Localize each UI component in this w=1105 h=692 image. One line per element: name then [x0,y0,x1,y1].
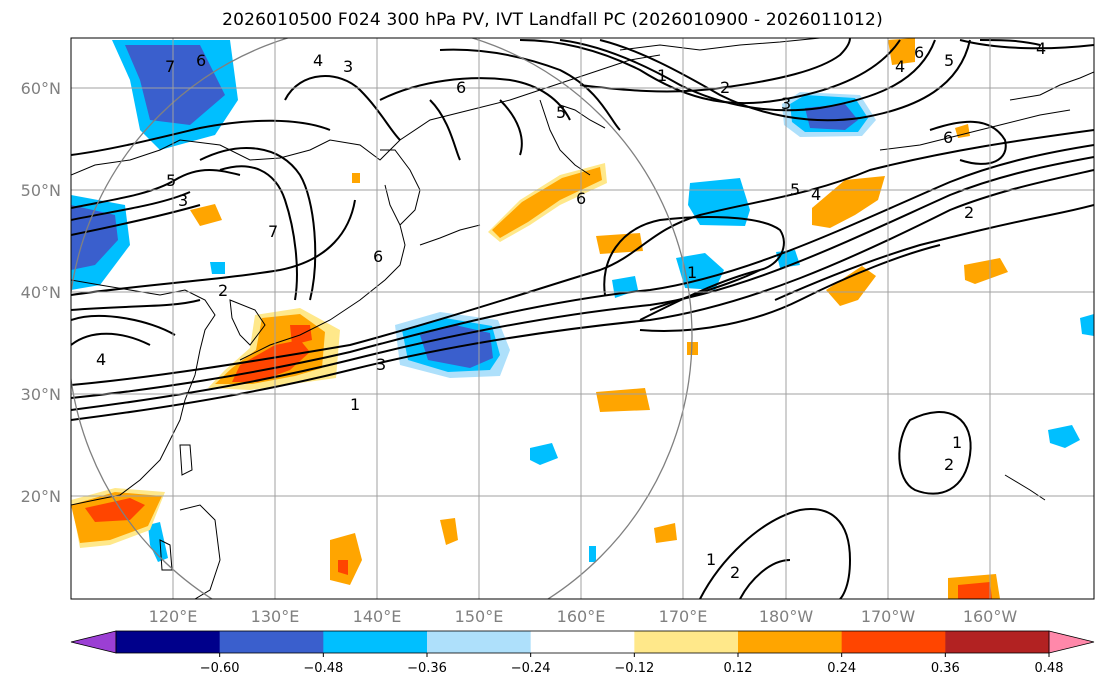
colorbar-segment [841,631,946,653]
lon-label: 170°W [861,607,916,626]
contour-label: 2 [964,203,974,222]
contour-label: 3 [178,191,188,210]
lat-label: 60°N [21,79,61,98]
colorbar-tick-label: −0.12 [614,661,654,676]
contour-label: 1 [350,395,360,414]
contour-label: 6 [196,51,206,70]
colorbar-segment [219,631,324,653]
contour-label: 6 [576,189,586,208]
contour-labels: 7 6 4 3 5 3 7 2 6 6 5 1 2 3 6 4 1 3 4 5 … [96,39,1046,582]
lon-label: 130°E [251,607,300,626]
lon-label: 180°W [759,607,814,626]
colorbar-extend-max [1048,630,1095,654]
coastlines [71,38,1094,599]
colorbar-tick-label: −0.48 [303,661,343,676]
colorbar-segment [323,631,428,653]
colorbar-tick-label: 0.48 [1035,661,1064,676]
lon-label: 150°E [455,607,504,626]
contour-label: 6 [943,128,953,147]
colorbar-tick-label: 0.24 [827,661,856,676]
lon-label: 160°E [557,607,606,626]
contour-label: 3 [781,94,791,113]
lon-label: 160°W [963,607,1018,626]
contour-label: 1 [657,66,667,85]
pv-positive-anomalies [71,38,1008,599]
colorbar: −0.60 −0.48 −0.36 −0.24 −0.12 0.12 0.24 0.36 0.4… [70,630,1095,676]
contour-label: 5 [944,51,954,70]
lat-label: 50°N [21,181,61,200]
contour-label: 2 [218,281,228,300]
contour-label: 5 [166,171,176,190]
contour-label: 7 [268,222,278,241]
lat-label: 20°N [21,487,61,506]
contour-label: 4 [1036,39,1046,58]
lon-label: 120°E [149,607,198,626]
contour-label: 5 [790,180,800,199]
colorbar-frame [115,630,1050,654]
colorbar-segment [116,631,221,653]
colorbar-segment [738,631,843,653]
contour-label: 5 [556,103,566,122]
contour-label: 3 [376,355,386,374]
colorbar-tick-label: −0.24 [511,661,551,676]
contour-label: 2 [730,563,740,582]
contour-label: 6 [456,78,466,97]
colorbar-segment [634,631,739,653]
contour-label: 2 [720,78,730,97]
contour-label: 6 [373,247,383,266]
lat-label: 30°N [21,385,61,404]
colorbar-segment [945,631,1050,653]
contour-label: 2 [944,455,954,474]
lon-label: 140°E [353,607,402,626]
colorbar-segment [427,631,532,653]
lon-label: 170°E [659,607,708,626]
colorbar-tick-label: 0.12 [724,661,753,676]
plot-area [71,38,1094,599]
map-title: 2026010500 F024 300 hPa PV, IVT Landfall… [222,10,883,30]
colorbar-segment [530,631,635,653]
colorbar-tick-label: −0.36 [407,661,447,676]
colorbar-extend-min [70,630,117,654]
landfall-region-circle [71,38,693,599]
contour-label: 1 [952,433,962,452]
contour-label: 3 [343,57,353,76]
latitude-labels: 60°N 50°N 40°N 30°N 20°N [21,79,61,506]
gridlines [71,38,1094,599]
contour-label: 4 [96,350,106,369]
contour-label: 4 [895,57,905,76]
contour-label: 4 [313,51,323,70]
lat-label: 40°N [21,283,61,302]
longitude-labels: 120°E 130°E 140°E 150°E 160°E 170°E 180°… [149,607,1018,626]
contour-label: 7 [165,57,175,76]
contour-label: 6 [914,43,924,62]
colorbar-tick-label: 0.36 [931,661,960,676]
plot-frame [70,37,1095,600]
contour-label: 1 [706,550,716,569]
contour-label: 4 [811,185,821,204]
colorbar-tick-label: −0.60 [200,661,240,676]
contour-label: 1 [687,263,697,282]
